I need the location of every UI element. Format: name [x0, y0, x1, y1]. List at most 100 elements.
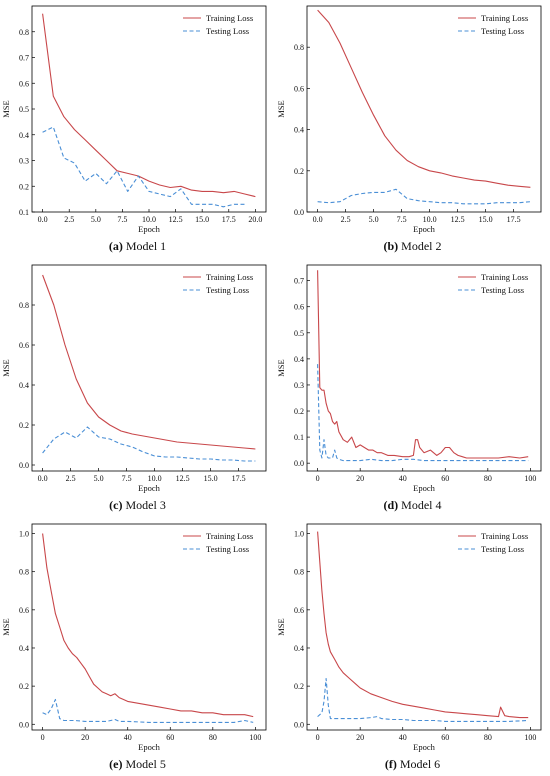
x-tick-label: 12.5 [451, 215, 465, 224]
chart-panel-a: 0.0 2.5 5.0 7.5 10.0 12.5 15.0 17.5 20.0 0.1 0.2 0.… [0, 0, 275, 258]
x-tick-label: 2.5 [341, 215, 351, 224]
training-loss-line [317, 531, 529, 719]
x-tick-label: 80 [209, 733, 217, 742]
caption-a-letter: (a) [108, 239, 123, 253]
plot-frame [31, 264, 267, 472]
y-tick-label: 0.0 [294, 459, 304, 468]
y-tick-label: 0.4 [294, 126, 304, 135]
x-axis-label: Epoch [413, 224, 435, 234]
y-tick-label: 0.7 [294, 277, 304, 286]
x-tick-label: 60 [166, 733, 174, 742]
y-tick-label: 0.6 [19, 606, 29, 615]
x-tick-label: 7.5 [122, 474, 132, 483]
chart-svg-f: 0 20 40 60 80 100 0.0 0.2 0.4 0.6 0.8 1.0 Epoch MSE Tr… [276, 523, 542, 752]
y-tick-label: 0.2 [19, 182, 29, 191]
x-tick-label: 10.0 [423, 215, 437, 224]
y-tick-label: 0.3 [19, 157, 29, 166]
x-tick-label: 20 [356, 733, 364, 742]
y-tick-label: 0.6 [294, 84, 304, 93]
caption-b-text: Model 2 [398, 239, 442, 253]
legend-label: Testing Loss [206, 285, 249, 295]
caption-e-text: Model 5 [122, 757, 166, 771]
plot-frame [306, 523, 542, 731]
x-axis-label: Epoch [138, 224, 160, 234]
x-tick-label: 40 [124, 733, 132, 742]
legend-label: Testing Loss [481, 26, 524, 36]
testing-loss-line [317, 188, 531, 205]
x-axis-label: Epoch [413, 483, 435, 493]
x-tick-label: 17.5 [232, 474, 246, 483]
caption-c: (c) Model 3 [0, 498, 275, 513]
y-tick-label: 0.2 [294, 407, 304, 416]
y-tick-label: 0.2 [19, 421, 29, 430]
x-tick-label: 7.5 [397, 215, 407, 224]
y-tick-label: 0.2 [294, 167, 304, 176]
y-tick-label: 0.4 [19, 644, 29, 653]
x-tick-label: 15.0 [479, 215, 493, 224]
x-tick-label: 20 [81, 733, 89, 742]
testing-loss-line [317, 364, 529, 462]
x-tick-label: 5.0 [94, 474, 104, 483]
x-tick-label: 0.0 [313, 215, 323, 224]
y-tick-label: 0.0 [294, 208, 304, 217]
x-tick-label: 40 [399, 733, 407, 742]
chart-panel-c: 0.0 2.5 5.0 7.5 10.0 12.5 15.0 17.5 0.0 0.2 0.4 0.6… [0, 259, 275, 517]
x-tick-label: 2.5 [66, 474, 76, 483]
x-tick-label: 0 [41, 733, 45, 742]
y-axis-label: MSE [1, 100, 11, 117]
y-tick-label: 0.1 [19, 208, 29, 217]
x-tick-label: 80 [484, 474, 492, 483]
caption-b: (b) Model 2 [275, 239, 550, 254]
legend-label: Training Loss [206, 531, 253, 541]
y-tick-label: 0.5 [294, 329, 304, 338]
x-tick-label: 0 [316, 474, 320, 483]
x-tick-label: 10.0 [148, 474, 162, 483]
training-loss-line [317, 9, 531, 188]
y-tick-label: 1.0 [294, 530, 304, 539]
y-tick-label: 0.3 [294, 381, 304, 390]
caption-d: (d) Model 4 [275, 498, 550, 513]
chart-svg-a: 0.0 2.5 5.0 7.5 10.0 12.5 15.0 17.5 20.0 0.1 0.2 0.… [1, 5, 267, 234]
plot-frame [306, 5, 542, 213]
x-tick-label: 0.0 [38, 215, 48, 224]
y-tick-label: 0.8 [19, 568, 29, 577]
caption-d-text: Model 4 [398, 498, 442, 512]
y-tick-label: 0.5 [19, 105, 29, 114]
y-tick-label: 0.6 [294, 303, 304, 312]
x-tick-label: 15.0 [204, 474, 218, 483]
legend-label: Testing Loss [206, 26, 249, 36]
y-tick-label: 0.8 [19, 28, 29, 37]
y-tick-label: 0.2 [19, 682, 29, 691]
y-axis-label: MSE [1, 618, 11, 635]
x-tick-label: 12.5 [169, 215, 183, 224]
caption-e: (e) Model 5 [0, 757, 275, 772]
y-tick-label: 0.0 [294, 720, 304, 729]
caption-f: (f) Model 6 [275, 757, 550, 772]
y-tick-label: 1.0 [19, 530, 29, 539]
y-tick-label: 0.8 [294, 568, 304, 577]
x-tick-label: 40 [399, 474, 407, 483]
legend-label: Training Loss [481, 13, 528, 23]
y-axis-label: MSE [1, 359, 11, 376]
x-tick-label: 17.5 [222, 215, 236, 224]
caption-f-text: Model 6 [396, 757, 441, 771]
testing-loss-line [317, 677, 529, 722]
x-tick-label: 60 [441, 733, 449, 742]
x-axis-label: Epoch [138, 742, 160, 752]
y-axis-label: MSE [276, 100, 286, 117]
caption-c-text: Model 3 [122, 498, 166, 512]
caption-f-letter: (f) [384, 757, 397, 771]
x-tick-label: 100 [524, 474, 536, 483]
caption-a-text: Model 1 [122, 239, 167, 253]
caption-c-letter: (c) [109, 498, 123, 512]
training-loss-line [42, 13, 256, 198]
caption-a: (a) Model 1 [0, 239, 275, 254]
training-loss-line [42, 533, 254, 718]
y-tick-label: 0.0 [19, 461, 29, 470]
x-tick-label: 20 [356, 474, 364, 483]
y-tick-label: 0.4 [294, 644, 304, 653]
y-axis-label: MSE [276, 359, 286, 376]
legend-label: Training Loss [206, 272, 253, 282]
y-tick-label: 0.2 [294, 682, 304, 691]
chart-svg-d: 0 20 40 60 80 100 0.0 0.1 0.2 0.3 0.4 0.5 0.6 0.7 Epoc… [276, 264, 542, 493]
